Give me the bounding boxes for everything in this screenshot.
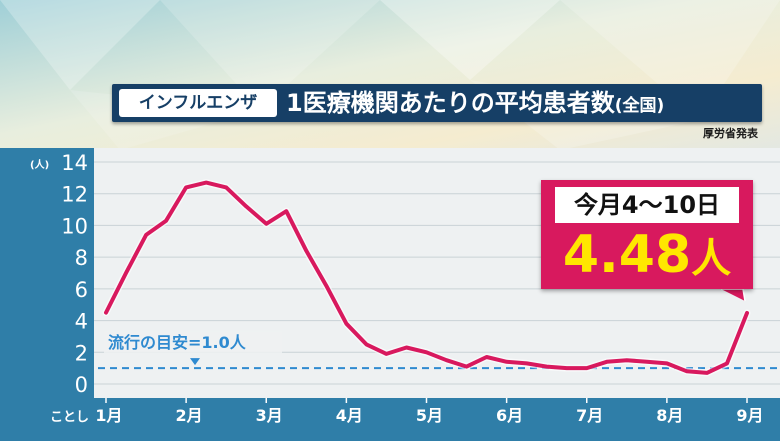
data-point	[464, 364, 469, 369]
y-tick-label: 0	[75, 373, 88, 397]
y-tick-label: 6	[75, 278, 88, 302]
latest-value-callout: 今月4～10日 4.48人	[541, 180, 753, 289]
y-axis-band	[0, 148, 94, 398]
x-tick-label: 4月	[336, 406, 363, 425]
callout-value: 4.48	[562, 225, 692, 285]
chart-title-scope: (全国)	[614, 96, 665, 116]
data-point	[424, 350, 429, 354]
source-label: 厚労省発表	[703, 127, 758, 140]
data-point	[264, 222, 268, 226]
y-tick-label: 14	[61, 151, 88, 175]
header-background	[0, 0, 780, 150]
threshold-marker	[190, 358, 200, 366]
y-tick-label: 4	[75, 310, 88, 334]
x-axis-origin-label: ことし	[50, 410, 89, 425]
data-point	[324, 284, 328, 288]
callout-pointer	[721, 288, 746, 302]
x-tick-label: 6月	[496, 406, 523, 425]
y-tick-label: 12	[61, 183, 88, 207]
data-point	[404, 345, 409, 350]
x-tick-label: 7月	[576, 406, 603, 425]
data-point	[184, 185, 188, 189]
x-tick-label: 3月	[256, 406, 283, 425]
data-point	[364, 342, 369, 346]
data-point	[384, 352, 389, 356]
data-point	[505, 360, 509, 364]
data-point	[745, 311, 749, 315]
data-point	[124, 271, 128, 275]
data-point	[545, 364, 549, 369]
data-point	[705, 371, 709, 375]
data-point	[585, 366, 589, 370]
x-axis-band	[0, 398, 780, 441]
data-point	[645, 360, 649, 364]
data-point	[665, 361, 669, 365]
data-point	[344, 322, 348, 326]
y-axis-unit-label: (人)	[30, 158, 49, 171]
y-tick-label: 8	[75, 246, 88, 270]
data-point	[444, 358, 449, 362]
data-point	[304, 249, 308, 253]
x-tick-label: 5月	[416, 406, 443, 425]
data-point	[565, 366, 569, 370]
chart-title: 1医療機関あたりの平均患者数(全国)	[286, 84, 664, 122]
x-tick-label: 8月	[656, 406, 683, 425]
data-point	[144, 233, 148, 237]
callout-value-row: 4.48人	[541, 224, 753, 286]
data-point	[484, 355, 489, 359]
threshold-label-background	[104, 331, 282, 354]
threshold-label: 流行の目安=1.0人	[108, 333, 247, 352]
y-tick-label: 10	[61, 214, 88, 238]
chart-title-main: 1医療機関あたりの平均患者数	[286, 89, 615, 117]
data-point	[104, 311, 108, 315]
data-point	[284, 209, 288, 213]
data-point	[164, 219, 168, 223]
data-point	[685, 369, 689, 373]
data-point	[224, 185, 228, 189]
y-tick-label: 2	[75, 341, 88, 365]
x-tick-label: 1月	[95, 406, 122, 425]
topic-tag: インフルエンザ	[119, 89, 277, 117]
x-tick-label: 9月	[736, 406, 763, 425]
data-point	[525, 361, 529, 365]
x-tick-label: 2月	[176, 406, 203, 425]
callout-unit: 人	[691, 236, 732, 282]
data-point	[625, 358, 629, 362]
callout-period: 今月4～10日	[555, 187, 739, 223]
title-bar: インフルエンザ 1医療機関あたりの平均患者数(全国)	[112, 84, 762, 122]
data-point	[244, 204, 248, 208]
data-point	[204, 181, 208, 185]
data-point	[725, 361, 729, 365]
data-point	[605, 360, 609, 364]
